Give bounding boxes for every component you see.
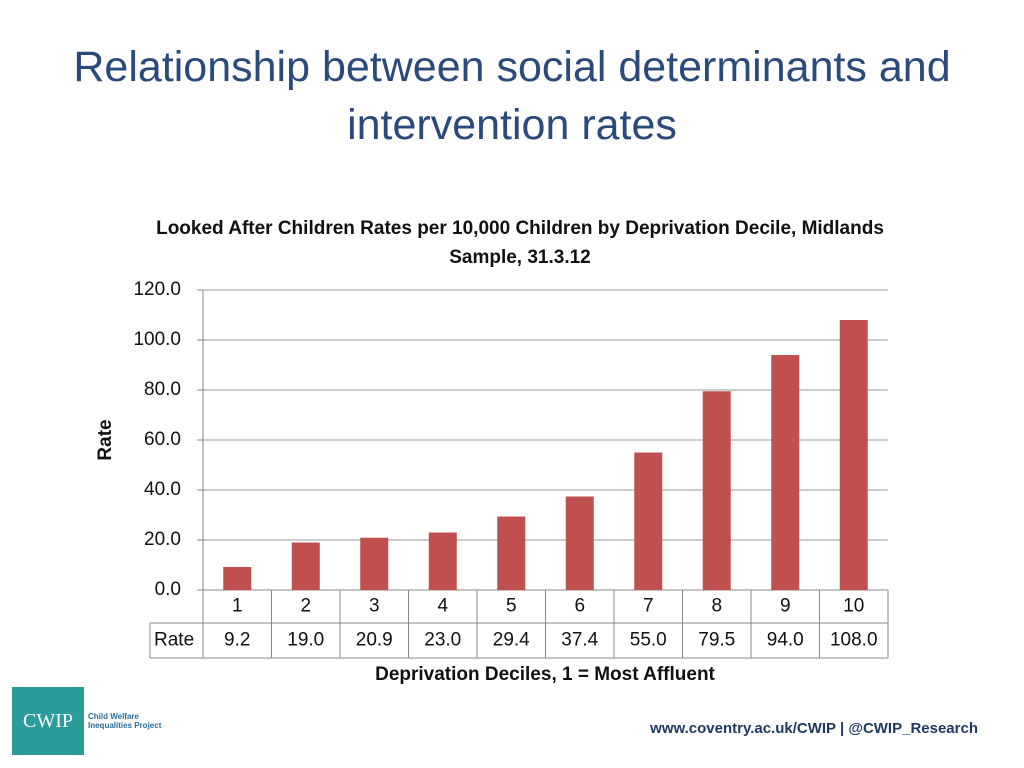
bar [565, 496, 594, 590]
table-value: 94.0 [767, 630, 804, 651]
bar [223, 567, 252, 590]
table-value: 19.0 [287, 630, 324, 651]
bar [839, 320, 868, 590]
table-series-name: Rate [154, 630, 194, 651]
y-axis-label: Rate [95, 419, 116, 460]
table-value: 108.0 [830, 630, 878, 651]
bar [497, 516, 526, 590]
x-tick-label: 9 [780, 596, 791, 617]
x-tick-label: 3 [369, 596, 380, 617]
table-value: 55.0 [630, 630, 667, 651]
bar [634, 452, 663, 590]
y-tick-label: 20.0 [144, 529, 181, 550]
x-tick-label: 10 [843, 596, 864, 617]
y-tick-label: 60.0 [144, 429, 181, 450]
table-value: 79.5 [698, 630, 735, 651]
x-tick-label: 7 [643, 596, 654, 617]
footer: www.coventry.ac.uk/CWIP | @CWIP_Research [650, 720, 978, 737]
bar [291, 542, 320, 590]
logo: CWIP [12, 687, 84, 755]
x-tick-label: 1 [232, 596, 243, 617]
x-tick-label: 4 [437, 596, 448, 617]
x-tick-label: 6 [574, 596, 585, 617]
y-tick-label: 100.0 [133, 329, 181, 350]
y-tick-label: 40.0 [144, 479, 181, 500]
y-tick-label: 0.0 [155, 579, 181, 600]
logo-subtitle: Child Welfare Inequalities Project [88, 712, 162, 730]
table-value: 20.9 [356, 630, 393, 651]
bar [360, 537, 389, 590]
y-tick-label: 80.0 [144, 379, 181, 400]
table-value: 37.4 [561, 630, 598, 651]
x-tick-label: 2 [300, 596, 311, 617]
x-tick-label: 8 [711, 596, 722, 617]
chart-title: Looked After Children Rates per 10,000 C… [156, 218, 884, 268]
bar [702, 391, 731, 590]
bar [771, 355, 800, 590]
table-value: 23.0 [424, 630, 461, 651]
table-value: 9.2 [224, 630, 250, 651]
x-tick-label: 5 [506, 596, 517, 617]
x-axis-label: Deprivation Deciles, 1 = Most Affluent [375, 664, 715, 685]
y-tick-label: 120.0 [133, 279, 181, 300]
table-value: 29.4 [493, 630, 530, 651]
bar [428, 532, 457, 590]
slide-title: Relationship between social determinants… [73, 43, 951, 149]
